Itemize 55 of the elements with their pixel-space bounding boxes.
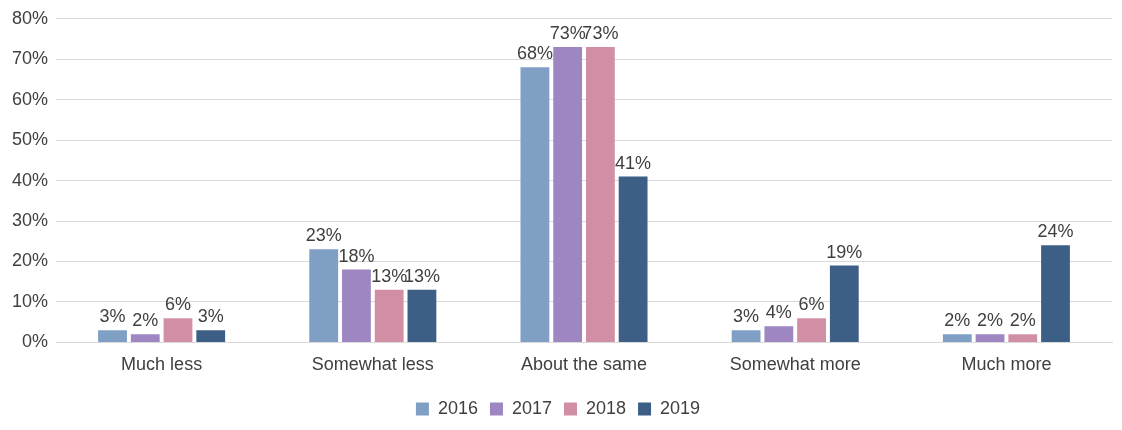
legend-label: 2017: [511, 397, 552, 418]
data-label: 41%: [615, 152, 652, 173]
data-label: 2%: [977, 310, 1004, 331]
bar: [309, 249, 339, 342]
x-tick-label: Somewhat more: [729, 354, 861, 375]
data-label: 6%: [164, 294, 191, 315]
bar: [975, 334, 1005, 342]
bar: [553, 47, 583, 342]
y-tick-label: 20%: [12, 250, 49, 271]
data-label: 4%: [765, 302, 792, 323]
bar: [1008, 334, 1038, 342]
data-label: 24%: [1037, 221, 1074, 242]
y-tick-label: 10%: [12, 290, 49, 311]
bar: [618, 176, 648, 342]
x-tick-label: Much more: [961, 354, 1052, 375]
y-tick-label: 40%: [12, 169, 49, 190]
bar: [1041, 245, 1070, 342]
bar: [829, 265, 859, 342]
data-label: 13%: [371, 265, 408, 286]
data-label: 3%: [733, 306, 760, 327]
bar: [797, 318, 826, 342]
y-tick-label: 30%: [12, 210, 49, 231]
bar: [196, 330, 226, 342]
legend-label: 2019: [660, 397, 701, 418]
legend-label: 2016: [437, 397, 478, 418]
x-tick-label: Somewhat less: [311, 354, 434, 375]
y-tick-label: 60%: [12, 88, 49, 109]
y-tick-label: 50%: [12, 129, 49, 150]
y-tick-label: 80%: [12, 7, 49, 28]
data-label: 6%: [798, 294, 825, 315]
bar: [731, 330, 761, 342]
data-label: 3%: [197, 306, 224, 327]
bar: [98, 330, 127, 342]
legend-label: 2018: [586, 397, 627, 418]
data-label: 18%: [338, 245, 375, 266]
y-tick-label: 70%: [12, 48, 49, 69]
bar: [764, 326, 794, 342]
bar: [942, 334, 972, 342]
y-tick-label: 0%: [22, 331, 49, 352]
data-label: 2%: [1009, 310, 1036, 331]
data-label: 23%: [305, 225, 342, 246]
data-label: 3%: [99, 306, 126, 327]
data-label: 68%: [516, 43, 553, 64]
x-tick-label: Much less: [121, 354, 203, 375]
data-label: 2%: [944, 310, 971, 331]
bar: [407, 289, 437, 342]
data-label: 2%: [132, 310, 159, 331]
bar: [130, 334, 160, 342]
bar: [374, 289, 404, 342]
x-tick-label: About the same: [520, 354, 648, 375]
bar: [163, 318, 193, 342]
bar: [342, 269, 371, 342]
data-label: 19%: [826, 241, 863, 262]
bar: [520, 67, 550, 342]
bar: [585, 47, 615, 342]
